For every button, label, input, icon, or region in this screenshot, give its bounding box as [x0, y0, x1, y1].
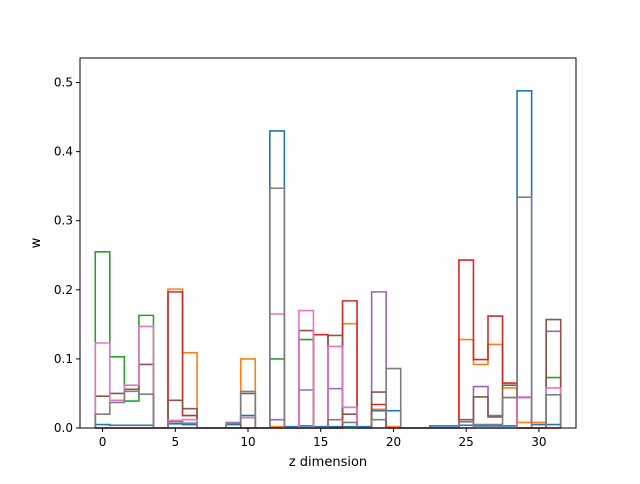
x-tick-label: 25 — [459, 435, 474, 449]
x-tick-label: 15 — [313, 435, 328, 449]
y-tick-label: 0.5 — [54, 76, 73, 90]
y-tick-label: 0.3 — [54, 214, 73, 228]
y-ticks: 0.0 0.1 0.2 0.3 0.4 0.5 — [54, 76, 80, 435]
x-tick-label: 10 — [240, 435, 255, 449]
x-axis-label: z dimension — [289, 455, 367, 470]
series-line-4 — [95, 259, 561, 429]
x-tick-label: 20 — [386, 435, 401, 449]
y-axis-label: w — [29, 237, 44, 248]
x-tick-label: 5 — [171, 435, 179, 449]
axes-frame — [79, 57, 577, 429]
x-tick-label: 0 — [99, 435, 107, 449]
y-tick-label: 0.0 — [54, 421, 73, 435]
x-ticks: 0 5 10 15 20 25 30 — [99, 428, 547, 449]
y-tick-label: 0.4 — [54, 145, 73, 159]
y-tick-label: 0.2 — [54, 283, 73, 297]
x-tick-label: 30 — [531, 435, 546, 449]
series-line-7 — [94, 309, 562, 429]
series-layer — [94, 90, 562, 429]
y-tick-label: 0.1 — [54, 352, 73, 366]
